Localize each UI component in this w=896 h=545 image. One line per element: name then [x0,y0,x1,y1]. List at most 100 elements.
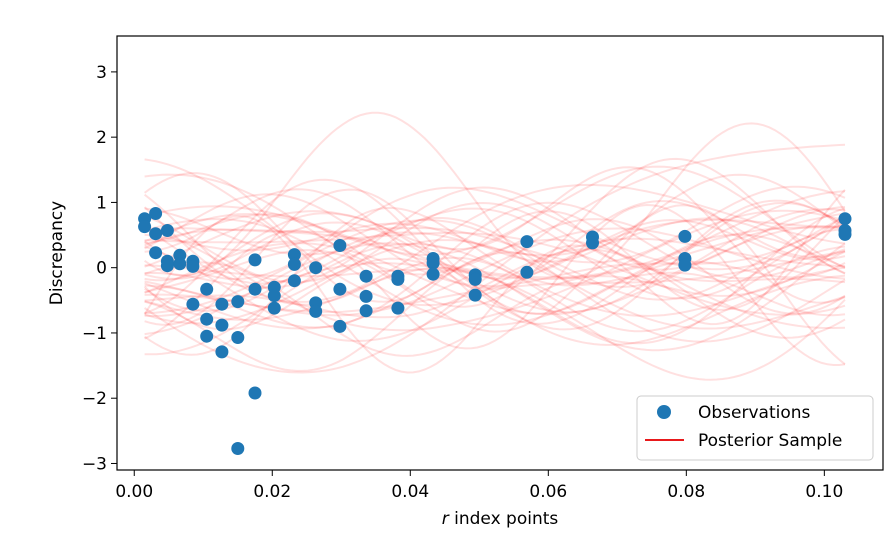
x-tick-label: 0.04 [391,482,429,502]
posterior-sample-line [144,188,846,290]
observation-point [468,288,482,302]
posterior-sample-line [144,193,846,288]
posterior-sample-line [143,193,846,333]
posterior-sample-lines [143,111,846,381]
x-tick-label: 0.02 [253,482,291,502]
posterior-sample-line [144,218,846,343]
y-axis-ticks: −3 −2 −1 0 1 2 3 [82,63,117,474]
posterior-sample-line [144,190,846,279]
x-tick-label: 0.08 [667,482,705,502]
observation-point [186,297,200,311]
observation-point [333,239,347,252]
observation-point [231,331,245,344]
posterior-sample-line [144,238,846,330]
posterior-sample-line [144,227,846,317]
y-tick-label: −3 [82,454,107,474]
y-tick-label: 3 [96,63,107,83]
posterior-sample-line [144,225,846,316]
observation-point [678,258,692,272]
posterior-sample-line [144,207,846,300]
observation-point [391,301,405,315]
posterior-sample-line [144,250,846,357]
posterior-sample-line [144,188,846,326]
observation-points [138,207,852,455]
y-tick-label: 2 [96,128,107,148]
observation-point [287,248,301,262]
posterior-sample-line [144,158,846,307]
posterior-sample-line [144,207,846,345]
observation-point [149,207,163,220]
observation-point [678,229,692,243]
posterior-sample-line [144,217,846,312]
posterior-sample-line [143,189,846,374]
posterior-sample-line [144,185,846,264]
x-tick-label: 0.06 [529,482,567,502]
observation-point [215,318,229,332]
y-tick-label: 0 [96,259,107,279]
observation-point [215,297,229,311]
observation-point [215,345,229,359]
posterior-sample-line [144,210,846,346]
posterior-sample-line [144,239,846,330]
posterior-sample-line [144,264,846,381]
posterior-sample-line [144,157,846,308]
observation-point [231,295,245,309]
observation-point [359,269,373,283]
observation-point [200,282,214,296]
observation-point [248,253,262,267]
posterior-sample-line [144,250,846,313]
x-axis-label: r index points [442,509,559,529]
observation-point [520,265,534,279]
posterior-sample-line [144,202,846,314]
x-tick-label: 0.00 [115,482,153,502]
observation-point [359,304,373,318]
posterior-sample-line [144,173,846,263]
observation-point [468,272,482,286]
posterior-sample-line [144,208,846,288]
posterior-sample-line [144,201,846,329]
posterior-sample-line [144,248,846,339]
x-tick-label: 0.10 [805,482,843,502]
observation-point [838,227,852,241]
posterior-sample-line [144,218,846,327]
posterior-sample-line [144,209,846,332]
posterior-sample-line [144,203,846,366]
y-axis-label: Discrepancy [47,201,67,305]
y-tick-label: −1 [82,324,107,344]
observation-point [149,227,163,241]
plot-frame [116,35,884,471]
observation-point [248,386,262,400]
observation-point [838,212,852,226]
observation-point [149,246,163,260]
observation-point [138,220,152,234]
posterior-sample-line [144,206,846,356]
posterior-sample-line [144,186,846,281]
legend-observations-marker [657,405,671,419]
legend: Observations Posterior Sample [636,395,874,461]
posterior-sample-line [144,178,846,325]
posterior-sample-line [143,183,846,303]
observation-point [309,261,323,275]
posterior-sample-line [144,143,846,374]
observation-point [200,312,214,326]
posterior-sample-line [144,111,846,280]
observation-point [359,289,373,303]
observation-point [200,329,214,343]
observation-point [186,259,200,273]
posterior-sample-line [144,243,846,356]
observation-point [333,319,347,333]
observation-point [287,274,301,288]
y-tick-label: 1 [96,193,107,213]
posterior-sample-line [144,231,846,316]
observation-point [333,282,347,296]
posterior-sample-line [144,172,846,311]
posterior-sample-line [143,199,846,331]
observation-point [586,236,599,250]
x-axis-ticks: 0.00 0.02 0.04 0.06 0.08 0.10 [115,470,843,502]
legend-box [636,395,874,461]
observation-point [173,257,187,271]
legend-observations-label: Observations [698,403,811,423]
observation-point [160,259,174,273]
observation-point [426,267,440,281]
